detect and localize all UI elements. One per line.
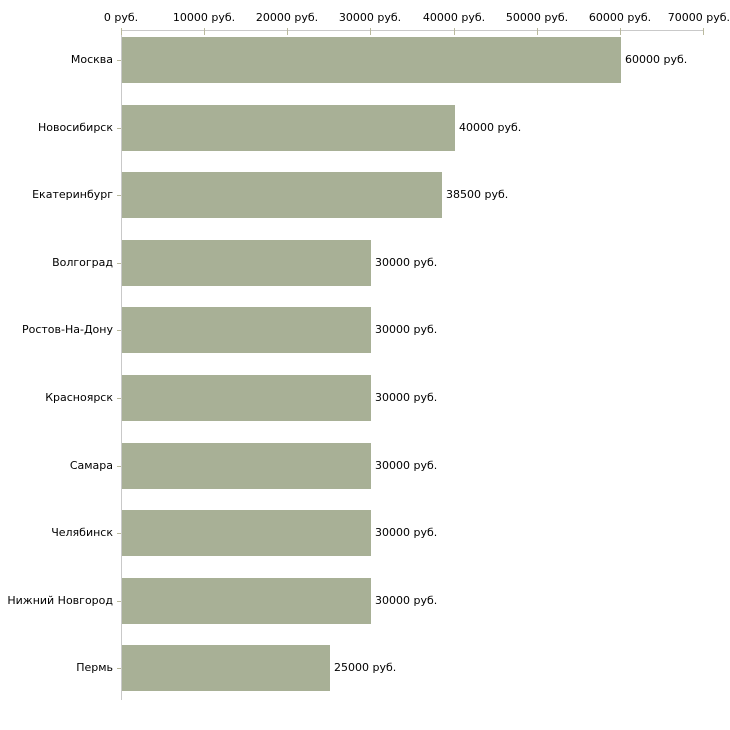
y-axis-tick [117, 195, 121, 196]
y-axis-tick [117, 128, 121, 129]
y-axis-line [121, 30, 122, 700]
category-label: Новосибирск [37, 121, 113, 134]
x-axis-tick [204, 28, 205, 35]
category-label: Пермь [76, 661, 113, 674]
y-axis-tick [117, 330, 121, 331]
category-label: Москва [70, 53, 113, 66]
bar [122, 240, 371, 286]
category-label: Нижний Новгород [7, 594, 113, 607]
x-axis-tick-label: 40000 руб. [422, 11, 486, 24]
x-axis-tick-label: 50000 руб. [505, 11, 569, 24]
x-axis-tick [121, 28, 122, 35]
value-label: 30000 руб. [375, 256, 438, 269]
category-label: Самара [69, 459, 113, 472]
x-axis-tick [454, 28, 455, 35]
value-label: 38500 руб. [446, 188, 509, 201]
value-label: 60000 руб. [625, 53, 688, 66]
x-axis-tick [287, 28, 288, 35]
x-axis-line [121, 30, 704, 31]
y-axis-tick [117, 60, 121, 61]
y-axis-tick [117, 398, 121, 399]
x-axis-tick [620, 28, 621, 35]
x-axis-tick [537, 28, 538, 35]
category-label: Челябинск [51, 526, 113, 539]
bar [122, 172, 442, 218]
x-axis-tick-label: 70000 руб. [667, 11, 730, 24]
y-axis-tick [117, 466, 121, 467]
value-label: 30000 руб. [375, 459, 438, 472]
category-label: Ростов-На-Дону [21, 323, 113, 336]
x-axis-tick-label: 20000 руб. [255, 11, 319, 24]
category-label: Екатеринбург [32, 188, 113, 201]
bar [122, 105, 455, 151]
value-label: 25000 руб. [334, 661, 397, 674]
y-axis-tick [117, 263, 121, 264]
value-label: 30000 руб. [375, 323, 438, 336]
value-label: 30000 руб. [375, 391, 438, 404]
bar [122, 443, 371, 489]
y-axis-tick [117, 533, 121, 534]
category-label: Красноярск [45, 391, 113, 404]
bar [122, 578, 371, 624]
x-axis-tick-label: 60000 руб. [588, 11, 652, 24]
bar [122, 645, 330, 691]
x-axis-tick [370, 28, 371, 35]
y-axis-tick [117, 601, 121, 602]
bar [122, 307, 371, 353]
bar [122, 510, 371, 556]
value-label: 30000 руб. [375, 526, 438, 539]
bar [122, 375, 371, 421]
x-axis-tick-label: 30000 руб. [338, 11, 402, 24]
bar [122, 37, 621, 83]
value-label: 40000 руб. [459, 121, 522, 134]
category-label: Волгоград [52, 256, 113, 269]
value-label: 30000 руб. [375, 594, 438, 607]
y-axis-tick [117, 668, 121, 669]
x-axis-tick-label: 0 руб. [103, 11, 139, 24]
x-axis-tick [703, 28, 704, 35]
x-axis-tick-label: 10000 руб. [172, 11, 236, 24]
